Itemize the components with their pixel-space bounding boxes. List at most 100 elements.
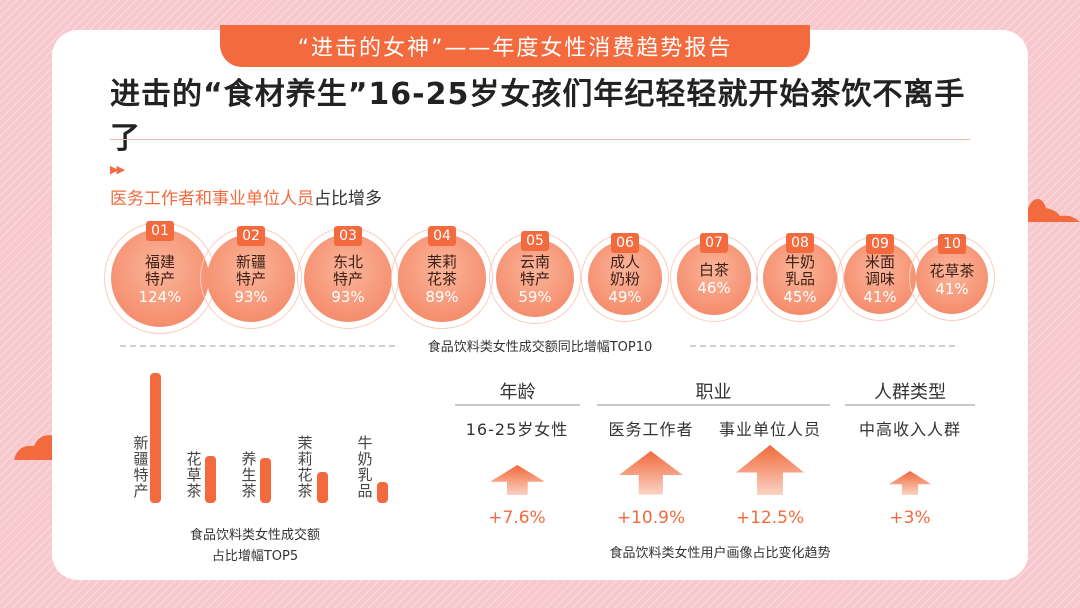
portrait-caption: 食品饮料类女性用户画像占比变化趋势 <box>609 546 831 561</box>
bubble-label-line1: 米面 <box>864 253 895 271</box>
top10-bubble-10: 10 花草茶 41% <box>909 234 995 321</box>
bubble-label-line1: 牛奶 <box>784 252 815 271</box>
bubble-rank-badge: 01 <box>146 221 174 241</box>
portrait-up-arrow <box>888 471 932 495</box>
bubble-disc <box>496 239 574 317</box>
bubble-value-label: 45% <box>783 287 817 306</box>
top5-bar-label-2: 花草茶 <box>186 450 202 500</box>
subtitle: 医务工作者和事业单位人员占比增多 <box>110 184 382 209</box>
top5-caption-line2: 占比增幅TOP5 <box>211 549 299 564</box>
top5-bar-3 <box>260 457 271 503</box>
bubble-value-label: 41% <box>935 279 969 298</box>
arrow-shape <box>489 464 545 495</box>
bubble-label-line1: 云南 <box>519 252 550 271</box>
bubble-disc <box>398 234 486 322</box>
bubble-disc <box>916 242 988 314</box>
bubble-rank-badge: 07 <box>699 233 728 254</box>
portrait-change-value: +10.9% <box>616 508 686 528</box>
bubble-value-label: 89% <box>425 287 459 306</box>
bubble-label-line1: 新疆 <box>235 252 266 271</box>
bubble-rank-badge: 03 <box>333 225 362 246</box>
bubble-rank-badge: 05 <box>520 231 549 252</box>
bubble-label-line1: 白茶 <box>698 261 729 280</box>
top5-bar-label-1: 新疆特产 <box>133 434 149 500</box>
portrait-up-arrow <box>619 451 683 495</box>
top10-bubble-02: 02 新疆 特产 93% <box>199 225 303 330</box>
bubble-label-line1: 东北 <box>332 252 363 271</box>
double-arrow-icon: ▶▶ <box>110 163 125 176</box>
arrow-shape <box>736 445 804 495</box>
top5-bar-5 <box>377 482 388 503</box>
bubble-value-label: 93% <box>234 287 268 306</box>
top5-bar-2 <box>205 456 216 503</box>
top5-bar-1 <box>150 373 161 503</box>
report-banner: “进击的女神”——年度女性消费趋势报告 <box>220 25 810 67</box>
bubble-label-line1: 福建 <box>144 253 175 271</box>
portrait-change-value: +12.5% <box>735 508 805 528</box>
bubble-label-line2: 调味 <box>864 270 895 288</box>
portrait-group-title-3: 人群类型 <box>874 382 946 403</box>
bubble-rank-badge: 04 <box>427 226 456 247</box>
top10-bubble-05: 05 云南 特产 59% <box>489 231 581 324</box>
top5-caption-line1: 食品饮料类女性成交额 <box>189 528 320 543</box>
portrait-group-divider-2 <box>597 404 830 406</box>
bubble-label-line1: 成人 <box>609 252 640 271</box>
top10-bubble-03: 03 东北 特产 93% <box>296 225 400 330</box>
bubble-rank-badge: 10 <box>938 234 966 254</box>
bubble-disc <box>206 233 296 323</box>
arrow-shape <box>888 471 932 495</box>
bubble-rank-badge: 06 <box>610 232 639 253</box>
portrait-change-value: +3% <box>889 508 931 528</box>
arrow-shape <box>619 451 683 495</box>
top10-caption: 食品饮料类女性成交额同比增幅TOP10 <box>427 340 653 355</box>
portrait-category-label: 事业单位人员 <box>718 420 821 439</box>
bubble-disc <box>587 240 663 316</box>
portrait-category-label: 16-25岁女性 <box>465 420 569 439</box>
bubble-value-label: 46% <box>697 279 731 298</box>
top10-bubble-01: 01 福建 特产 124% <box>104 221 216 334</box>
top5-bar-label-5: 牛奶乳品 <box>357 434 373 500</box>
bubble-label-line2: 花茶 <box>426 269 457 288</box>
headline-divider <box>110 139 970 140</box>
top10-divider-right <box>690 345 955 347</box>
portrait-category-label: 医务工作者 <box>608 420 694 439</box>
bubble-label-line1: 花草茶 <box>929 261 975 280</box>
bubble-disc <box>763 241 837 315</box>
bubble-label-line2: 特产 <box>519 269 550 288</box>
bubble-rank-badge: 08 <box>785 233 814 254</box>
portrait-category-label: 中高收入人群 <box>858 420 961 439</box>
top5-bar-label-3: 养生茶 <box>241 450 257 500</box>
top10-bubble-06: 06 成人 奶粉 49% <box>580 232 670 323</box>
bubble-value-label: 93% <box>331 287 365 306</box>
top5-bar-label-4: 茉莉花茶 <box>297 434 313 500</box>
bubble-value-label: 59% <box>518 287 552 306</box>
top10-divider-left <box>120 345 395 347</box>
top10-bubble-04: 04 茉莉 花茶 89% <box>391 226 493 329</box>
top10-bubble-07: 07 白茶 46% <box>670 233 758 322</box>
bubble-disc <box>677 241 751 315</box>
portrait-change-value: +7.6% <box>488 508 546 528</box>
bubble-value-label: 49% <box>608 287 642 306</box>
bubble-label-line2: 奶粉 <box>609 269 640 288</box>
bubble-disc <box>111 229 209 327</box>
portrait-up-arrow <box>736 445 804 495</box>
portrait-group-divider-1 <box>455 404 580 406</box>
right-cloud-decoration <box>1026 196 1080 228</box>
bubble-label-line2: 乳品 <box>784 269 815 288</box>
subtitle-highlight: 医务工作者和事业单位人员 <box>110 189 314 209</box>
bubble-value-label: 124% <box>138 288 182 306</box>
portrait-up-arrow <box>489 464 545 495</box>
bubble-label-line2: 特产 <box>235 269 266 288</box>
bubble-disc <box>303 233 393 323</box>
bubble-disc <box>844 242 916 314</box>
bubble-value-label: 41% <box>863 288 897 306</box>
bubble-label-line1: 茉莉 <box>426 252 457 271</box>
top5-bar-4 <box>317 471 328 503</box>
subtitle-rest: 占比增多 <box>314 189 382 209</box>
page-headline: 进击的“食材养生”16-25岁女孩们年纪轻轻就开始茶饮不离手了 <box>110 77 966 156</box>
portrait-group-divider-3 <box>845 404 975 406</box>
bubble-rank-badge: 09 <box>866 234 894 254</box>
top10-bubble-08: 08 牛奶 乳品 45% <box>756 233 844 322</box>
portrait-group-title-2: 职业 <box>695 382 732 403</box>
bubble-label-line2: 特产 <box>144 270 175 288</box>
